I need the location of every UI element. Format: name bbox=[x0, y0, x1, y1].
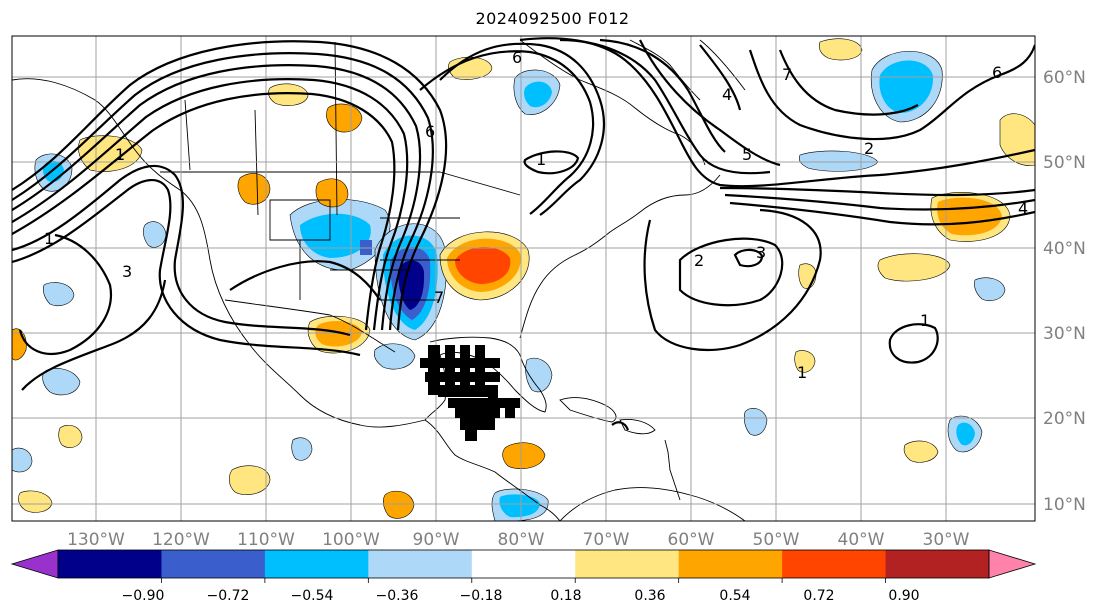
lat-label: 60°N bbox=[1043, 68, 1086, 88]
lon-label: 40°W bbox=[838, 530, 885, 550]
contour-label: 1 bbox=[115, 145, 125, 164]
contour-label: 6 bbox=[512, 48, 522, 67]
colorbar-tick-labels: −0.90 −0.72 −0.54 −0.36 −0.18 0.18 0.36 … bbox=[122, 588, 920, 604]
contour-label: 3 bbox=[756, 243, 766, 262]
contour-label: 6 bbox=[992, 63, 1002, 82]
colorbar-extend-min bbox=[10, 549, 59, 579]
lon-label: 80°W bbox=[498, 530, 545, 550]
lon-label: 130°W bbox=[67, 530, 125, 550]
contour-label: 3 bbox=[122, 262, 132, 281]
chart-title: 2024092500 F012 bbox=[475, 9, 630, 28]
colorbar-segment bbox=[58, 550, 162, 578]
lat-label: 10°N bbox=[1043, 495, 1086, 515]
map-background bbox=[12, 36, 1035, 521]
colorbar-tick-label: 0.54 bbox=[719, 588, 750, 604]
contour-label: 6 bbox=[425, 122, 435, 141]
colorbar-segment bbox=[782, 550, 887, 578]
lat-label: 40°N bbox=[1043, 239, 1086, 259]
contour-label: 4 bbox=[722, 85, 732, 104]
colorbar-tick-label: 0.90 bbox=[888, 588, 919, 604]
longitude-labels: 130°W 120°W 110°W 100°W 90°W 80°W 70°W 6… bbox=[67, 530, 970, 550]
contour-label: 4 bbox=[1018, 199, 1028, 218]
lon-label: 110°W bbox=[237, 530, 295, 550]
colorbar-frame bbox=[57, 549, 990, 579]
lat-label: 20°N bbox=[1043, 409, 1086, 429]
contour-label: 7 bbox=[782, 65, 792, 84]
contour-label-group: 1 3 1 6 1 6 7 4 5 2 2 3 1 1 4 6 7 bbox=[44, 48, 1028, 382]
lon-label: 30°W bbox=[923, 530, 970, 550]
shaded-anomaly-field bbox=[12, 38, 1035, 521]
colorbar-extend-max bbox=[988, 549, 1037, 579]
colorbar-segment bbox=[575, 550, 680, 578]
contour-label: 5 bbox=[742, 145, 752, 164]
contour-lines bbox=[12, 37, 1035, 431]
lat-label: 30°N bbox=[1043, 324, 1086, 344]
colorbar-tick-label: −0.54 bbox=[291, 588, 334, 604]
map-frame bbox=[11, 35, 1036, 522]
lon-label: 120°W bbox=[152, 530, 210, 550]
colorbar-tick-label: −0.90 bbox=[122, 588, 165, 604]
contour-label: 1 bbox=[536, 150, 546, 169]
lon-label: 60°W bbox=[668, 530, 715, 550]
colorbar-tick-label: −0.36 bbox=[376, 588, 419, 604]
colorbar-tick-label: 0.36 bbox=[634, 588, 665, 604]
colorbar-segment bbox=[161, 550, 266, 578]
lon-label: 90°W bbox=[413, 530, 460, 550]
colorbar-tick-label: −0.18 bbox=[460, 588, 503, 604]
colorbar-segment bbox=[368, 550, 473, 578]
contour-label: 1 bbox=[797, 363, 807, 382]
colorbar-tick-label: 0.18 bbox=[550, 588, 581, 604]
storm-markers bbox=[420, 345, 520, 441]
lat-label: 50°N bbox=[1043, 153, 1086, 173]
contour-label: 1 bbox=[920, 311, 930, 330]
contour-label: 2 bbox=[864, 139, 874, 158]
colorbar-segment bbox=[471, 550, 576, 578]
colorbar bbox=[10, 549, 1037, 583]
lon-label: 70°W bbox=[583, 530, 630, 550]
contour-label: 1 bbox=[44, 229, 54, 248]
lon-label: 100°W bbox=[322, 530, 380, 550]
colorbar-tick-label: 0.72 bbox=[803, 588, 834, 604]
colorbar-segment bbox=[678, 550, 783, 578]
latitude-labels: 60°N 50°N 40°N 30°N 20°N 10°N bbox=[1043, 68, 1086, 515]
colorbar-segment bbox=[264, 550, 369, 578]
contour-label: 2 bbox=[694, 251, 704, 270]
lon-label: 50°W bbox=[753, 530, 800, 550]
colorbar-tick-label: −0.72 bbox=[207, 588, 250, 604]
colorbar-segment bbox=[885, 550, 990, 578]
contour-label: 7 bbox=[434, 288, 444, 307]
